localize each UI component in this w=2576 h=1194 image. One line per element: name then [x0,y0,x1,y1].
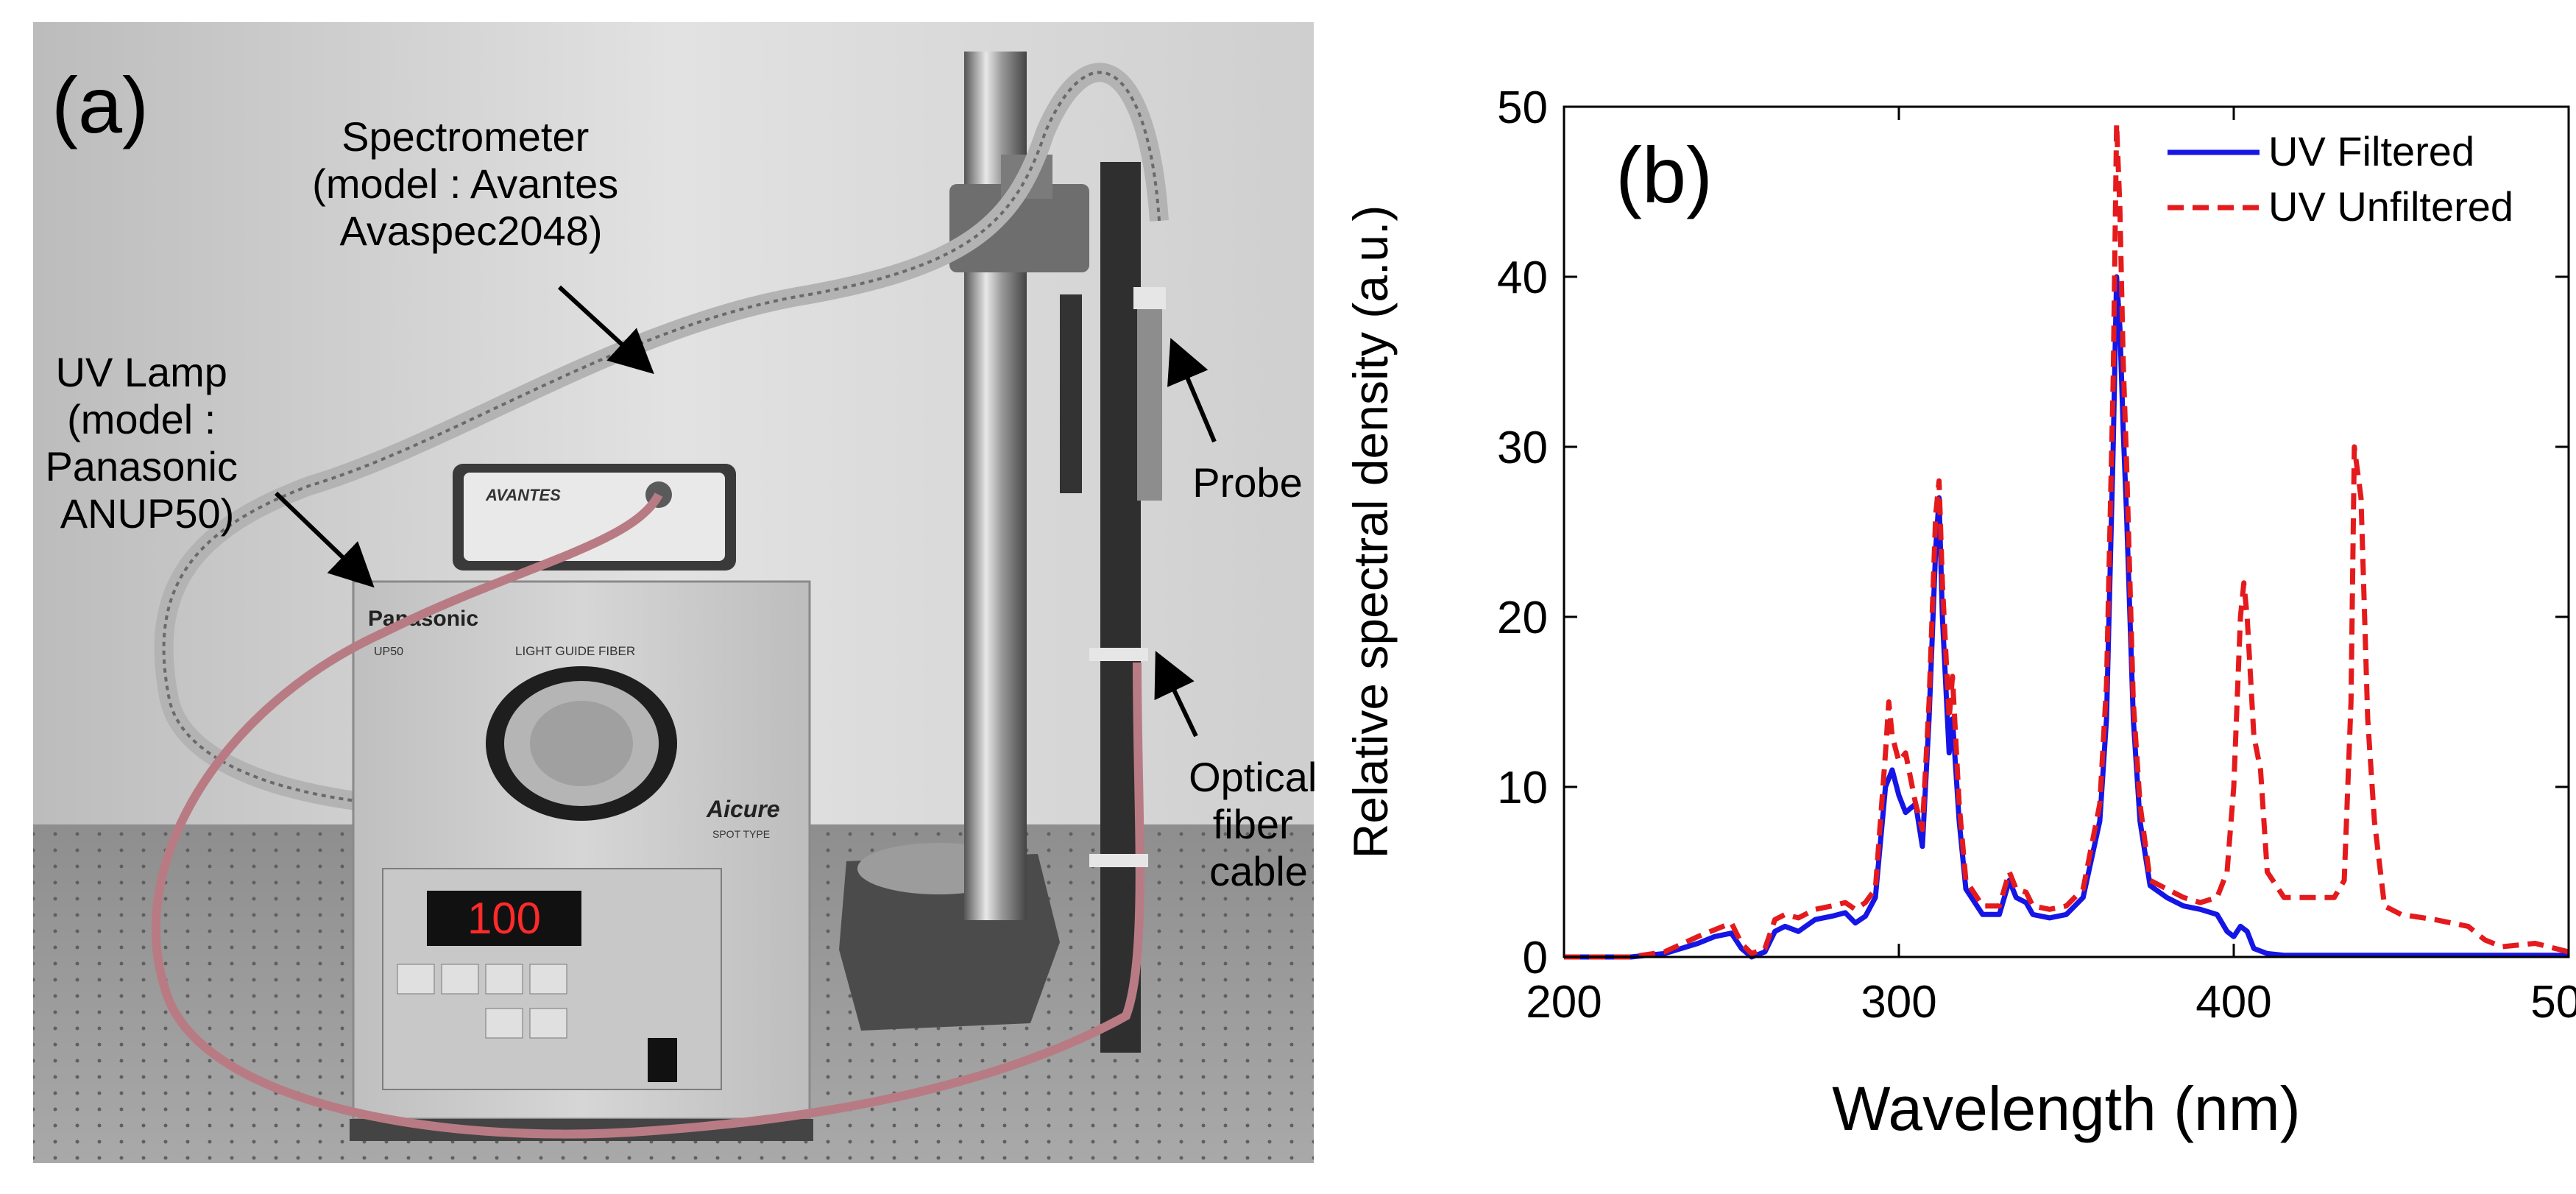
spectrometer-label: Spectrometer (model : Avantes Avaspec204… [312,113,630,254]
spectrum-chart: 200 300 400 500 0 10 20 30 40 50 (b) Wavelength (… [1343,82,2576,1143]
lamp-product-text: Aicure [706,796,780,822]
x-axis-label: Wavelength (nm) [1832,1074,2300,1143]
spectrometer-label-line: (model : Avantes [312,160,618,207]
lamp-button [529,964,567,995]
optical-fiber-arrow [1154,651,1198,738]
x-tick-label: 300 [1861,977,1936,1028]
lamp-fiber-label-text: LIGHT GUIDE FIBER [515,644,635,658]
uv-lamp-label: UV Lamp (model : Panasonic ANUP50) [45,349,249,537]
lamp-button [485,964,523,995]
steel-fiber-conduit-texture [162,71,1161,809]
panel-label-a: (a) [52,60,149,149]
legend: UV Filtered UV Unfiltered [2168,128,2513,230]
photo-panel: AVANTES Panasonic UP50 LIGHT GUIDE FIBER… [33,22,1325,1163]
probe-holder-bar [1100,162,1141,1053]
y-tick-label: 40 [1497,252,1548,303]
lamp-button [441,964,479,995]
photo-illustration: AVANTES Panasonic UP50 LIGHT GUIDE FIBER… [33,22,1325,1163]
optical-fiber-label-line: cable [1209,848,1308,894]
spectrometer-arrow [557,285,654,375]
lamp-button [485,1008,523,1039]
optical-fiber-label-line: fiber [1213,801,1293,847]
legend-label: UV Filtered [2268,128,2474,174]
y-tick-label: 30 [1497,423,1548,473]
optical-fiber-label-line: Optical [1189,754,1317,800]
uv-lamp-label-line: ANUP50) [60,490,235,537]
lamp-button [397,964,435,995]
lamp-power-switch [648,1038,677,1082]
probe [1137,294,1162,501]
cable-tie [1089,648,1148,661]
series-line-uv-filtered [1564,274,2569,960]
uv-lamp-label-line: Panasonic [45,443,238,490]
cable-tie [1089,854,1148,867]
x-tick-label: 200 [1526,977,1602,1028]
lamp-display [427,891,581,946]
plot-frame [1563,105,2570,958]
y-tick-label: 0 [1523,933,1548,983]
uv-lamp-label-line: UV Lamp [56,349,227,395]
spectrometer-brand-text: AVANTES [485,486,561,504]
chart-panel: 200 300 400 500 0 10 20 30 40 50 (b) Wavelength (… [1325,0,2576,1190]
optical-fiber-cable [151,492,1144,1139]
series-line-uv-unfiltered [1564,121,2569,960]
tick-layer: 200 300 400 500 0 10 20 30 40 50 [1497,82,2576,1028]
panel-label-b: (b) [1616,130,1713,219]
spectrometer-label-line: Avaspec2048) [340,208,603,254]
x-tick-label: 400 [2195,977,2271,1028]
lamp-display-value: 100 [467,894,541,943]
uv-lamp-label-line: (model : [67,396,216,442]
y-tick-label: 50 [1497,82,1548,133]
series-layer [1564,121,2569,960]
stand-clamp [949,184,1089,272]
probe-holder-arm [1060,294,1082,493]
lamp-product-sub-text: SPOT TYPE [712,828,770,840]
x-tick-label: 500 [2530,977,2576,1028]
lamp-fiber-port-center [530,701,633,786]
probe-cable-tie [1133,287,1166,309]
probe-arrow [1167,337,1217,443]
optical-fiber-label: Optical fiber cable [1189,754,1325,894]
probe-label: Probe [1192,459,1302,506]
lamp-model-text: UP50 [374,646,403,658]
spectrometer-label-line: Spectrometer [342,113,589,160]
y-axis-label: Relative spectral density (a.u.) [1343,205,1398,859]
lamp-button [529,1008,567,1039]
uv-lamp-arrow [274,491,375,588]
legend-label: UV Unfiltered [2268,183,2513,230]
y-tick-label: 20 [1497,593,1548,643]
y-tick-label: 10 [1497,763,1548,813]
probe-label-line: Probe [1192,459,1302,506]
